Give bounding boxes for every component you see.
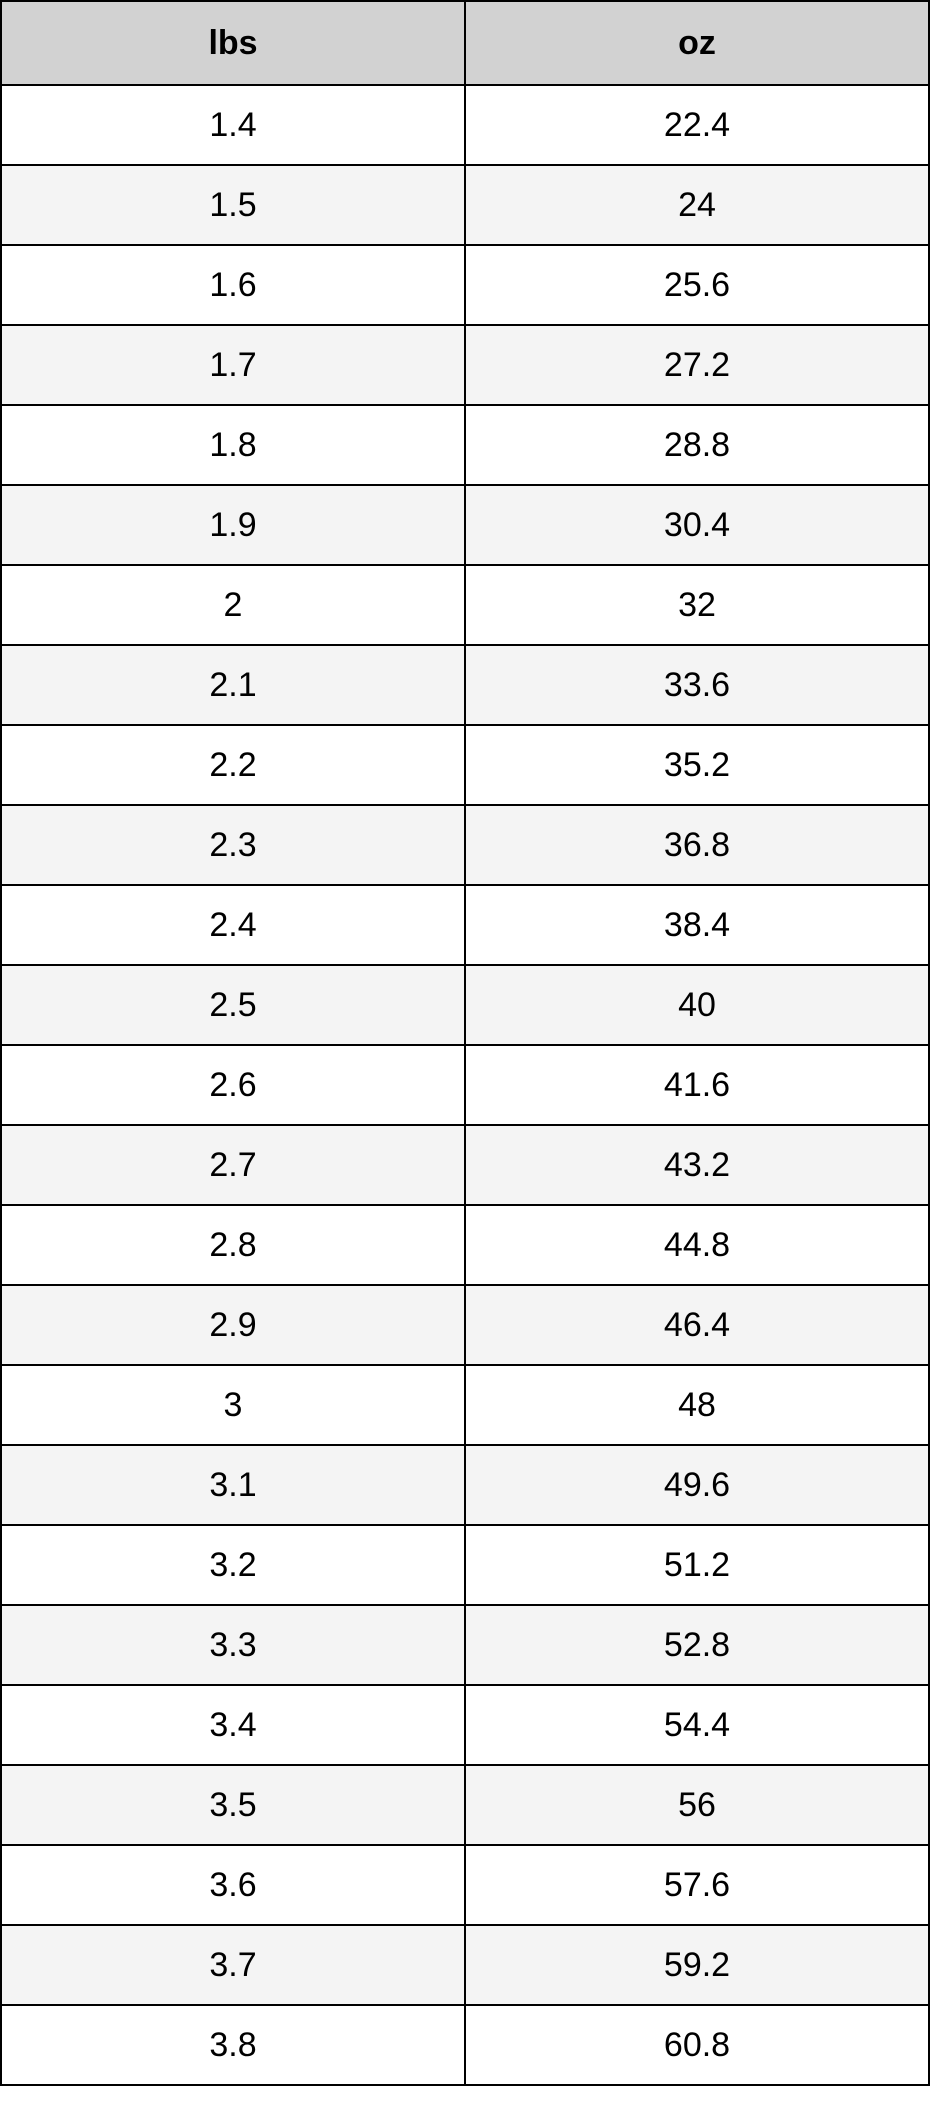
table-header-row: lbs oz bbox=[1, 1, 929, 85]
cell-lbs: 2.9 bbox=[1, 1285, 465, 1365]
cell-lbs: 2.6 bbox=[1, 1045, 465, 1125]
cell-oz: 22.4 bbox=[465, 85, 929, 165]
cell-oz: 32 bbox=[465, 565, 929, 645]
table-row: 1.930.4 bbox=[1, 485, 929, 565]
cell-oz: 25.6 bbox=[465, 245, 929, 325]
cell-lbs: 3.4 bbox=[1, 1685, 465, 1765]
cell-lbs: 2.5 bbox=[1, 965, 465, 1045]
cell-oz: 28.8 bbox=[465, 405, 929, 485]
cell-lbs: 2 bbox=[1, 565, 465, 645]
table-row: 3.556 bbox=[1, 1765, 929, 1845]
cell-lbs: 1.7 bbox=[1, 325, 465, 405]
table-row: 2.235.2 bbox=[1, 725, 929, 805]
table-row: 2.438.4 bbox=[1, 885, 929, 965]
cell-lbs: 2.3 bbox=[1, 805, 465, 885]
table-body: 1.422.4 1.524 1.625.6 1.727.2 1.828.8 1.… bbox=[1, 85, 929, 2085]
table-row: 2.743.2 bbox=[1, 1125, 929, 1205]
table-row: 2.641.6 bbox=[1, 1045, 929, 1125]
table-row: 2.336.8 bbox=[1, 805, 929, 885]
table-row: 3.454.4 bbox=[1, 1685, 929, 1765]
cell-oz: 59.2 bbox=[465, 1925, 929, 2005]
conversion-table-container: lbs oz 1.422.4 1.524 1.625.6 1.727.2 1.8… bbox=[0, 0, 930, 2086]
cell-lbs: 2.8 bbox=[1, 1205, 465, 1285]
cell-lbs: 3.8 bbox=[1, 2005, 465, 2085]
table-row: 2.540 bbox=[1, 965, 929, 1045]
table-row: 2.946.4 bbox=[1, 1285, 929, 1365]
table-row: 1.625.6 bbox=[1, 245, 929, 325]
table-row: 3.352.8 bbox=[1, 1605, 929, 1685]
cell-lbs: 1.4 bbox=[1, 85, 465, 165]
cell-oz: 46.4 bbox=[465, 1285, 929, 1365]
cell-lbs: 2.2 bbox=[1, 725, 465, 805]
table-row: 1.524 bbox=[1, 165, 929, 245]
table-row: 1.727.2 bbox=[1, 325, 929, 405]
table-row: 3.860.8 bbox=[1, 2005, 929, 2085]
cell-lbs: 3 bbox=[1, 1365, 465, 1445]
column-header-lbs: lbs bbox=[1, 1, 465, 85]
cell-lbs: 2.7 bbox=[1, 1125, 465, 1205]
cell-lbs: 1.9 bbox=[1, 485, 465, 565]
cell-oz: 30.4 bbox=[465, 485, 929, 565]
table-row: 232 bbox=[1, 565, 929, 645]
cell-oz: 44.8 bbox=[465, 1205, 929, 1285]
table-row: 3.657.6 bbox=[1, 1845, 929, 1925]
table-row: 1.828.8 bbox=[1, 405, 929, 485]
table-row: 3.149.6 bbox=[1, 1445, 929, 1525]
table-row: 2.844.8 bbox=[1, 1205, 929, 1285]
cell-oz: 57.6 bbox=[465, 1845, 929, 1925]
table-row: 348 bbox=[1, 1365, 929, 1445]
table-row: 3.251.2 bbox=[1, 1525, 929, 1605]
cell-lbs: 1.6 bbox=[1, 245, 465, 325]
cell-oz: 27.2 bbox=[465, 325, 929, 405]
cell-lbs: 3.5 bbox=[1, 1765, 465, 1845]
cell-oz: 56 bbox=[465, 1765, 929, 1845]
cell-lbs: 3.2 bbox=[1, 1525, 465, 1605]
cell-oz: 60.8 bbox=[465, 2005, 929, 2085]
cell-oz: 33.6 bbox=[465, 645, 929, 725]
cell-lbs: 2.1 bbox=[1, 645, 465, 725]
cell-oz: 40 bbox=[465, 965, 929, 1045]
cell-oz: 38.4 bbox=[465, 885, 929, 965]
cell-lbs: 2.4 bbox=[1, 885, 465, 965]
column-header-oz: oz bbox=[465, 1, 929, 85]
cell-oz: 54.4 bbox=[465, 1685, 929, 1765]
cell-lbs: 3.7 bbox=[1, 1925, 465, 2005]
table-row: 1.422.4 bbox=[1, 85, 929, 165]
conversion-table: lbs oz 1.422.4 1.524 1.625.6 1.727.2 1.8… bbox=[0, 0, 930, 2086]
cell-oz: 49.6 bbox=[465, 1445, 929, 1525]
cell-oz: 48 bbox=[465, 1365, 929, 1445]
cell-oz: 35.2 bbox=[465, 725, 929, 805]
cell-lbs: 1.5 bbox=[1, 165, 465, 245]
cell-oz: 43.2 bbox=[465, 1125, 929, 1205]
cell-oz: 36.8 bbox=[465, 805, 929, 885]
table-row: 3.759.2 bbox=[1, 1925, 929, 2005]
cell-oz: 51.2 bbox=[465, 1525, 929, 1605]
cell-oz: 52.8 bbox=[465, 1605, 929, 1685]
cell-oz: 41.6 bbox=[465, 1045, 929, 1125]
cell-lbs: 3.6 bbox=[1, 1845, 465, 1925]
cell-lbs: 3.1 bbox=[1, 1445, 465, 1525]
cell-lbs: 3.3 bbox=[1, 1605, 465, 1685]
cell-lbs: 1.8 bbox=[1, 405, 465, 485]
cell-oz: 24 bbox=[465, 165, 929, 245]
table-row: 2.133.6 bbox=[1, 645, 929, 725]
